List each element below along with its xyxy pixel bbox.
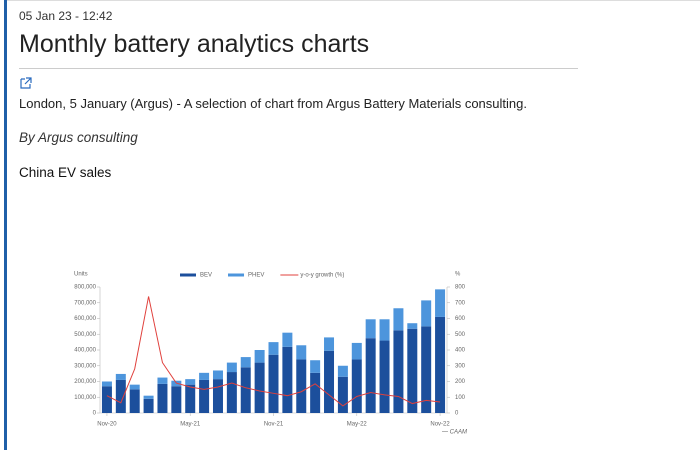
bar xyxy=(129,384,140,390)
x-tick-label: May-22 xyxy=(347,422,368,428)
bar xyxy=(101,381,112,387)
bar xyxy=(143,398,154,413)
external-link-icon[interactable] xyxy=(19,76,33,90)
bar xyxy=(365,338,376,413)
byline: By Argus consulting xyxy=(19,130,138,145)
bar xyxy=(157,377,168,384)
bar xyxy=(143,395,154,399)
bar xyxy=(296,359,307,413)
y2-tick-label: 300 xyxy=(455,363,466,369)
legend-label: y-o-y growth (%) xyxy=(300,273,344,279)
y-tick-label: 700,000 xyxy=(74,300,96,306)
x-tick-label: May-21 xyxy=(180,422,201,428)
bar xyxy=(379,319,390,341)
y2-tick-label: 600 xyxy=(455,316,466,322)
bar xyxy=(282,332,293,347)
x-tick-label: Nov-22 xyxy=(430,422,450,428)
y2-tick-label: 0 xyxy=(455,411,459,417)
y2-tick-label: 700 xyxy=(455,300,466,306)
y-tick-label: 100,000 xyxy=(74,395,96,401)
bar xyxy=(199,372,210,380)
bar xyxy=(310,360,321,373)
bar xyxy=(254,350,265,363)
bar xyxy=(268,354,279,413)
legend-label: PHEV xyxy=(248,273,264,279)
bar xyxy=(435,289,446,317)
bar xyxy=(226,372,237,413)
y-axis-label: Units xyxy=(74,272,88,278)
bar xyxy=(310,372,321,413)
bar xyxy=(337,376,348,413)
bar xyxy=(421,326,432,413)
chart: 0 100,000 200,000 300,000 400,000 500,000 600,… xyxy=(74,272,467,436)
bar xyxy=(240,357,251,368)
bar xyxy=(365,319,376,339)
line xyxy=(106,296,441,407)
title: Monthly battery analytics charts xyxy=(19,30,370,58)
legend-swatch xyxy=(180,273,196,277)
bar xyxy=(212,370,223,380)
y2-tick-label: 500 xyxy=(455,332,466,338)
bar xyxy=(337,365,348,377)
y-tick-label: 0 xyxy=(93,411,97,417)
bar xyxy=(157,383,168,413)
bar xyxy=(226,362,237,373)
bar xyxy=(185,379,196,385)
bar xyxy=(254,362,265,413)
bar xyxy=(435,316,446,413)
x-tick-label: Nov-20 xyxy=(97,422,117,428)
date: 05 Jan 23 - 12:42 xyxy=(19,9,113,23)
bar xyxy=(324,337,335,351)
y-tick-label: 500,000 xyxy=(74,332,96,338)
bar xyxy=(129,389,140,413)
bar xyxy=(115,379,126,413)
lead: London, 5 January (Argus) - A selection … xyxy=(19,96,527,111)
bar xyxy=(324,350,335,413)
bar xyxy=(407,323,418,329)
legend-label: BEV xyxy=(200,273,212,279)
y2-tick-label: 100 xyxy=(455,395,466,401)
y2-tick-label: 400 xyxy=(455,348,466,354)
bar xyxy=(282,346,293,413)
source: — CAAM xyxy=(441,430,467,436)
bar xyxy=(296,345,307,360)
y-tick-label: 600,000 xyxy=(74,316,96,322)
y-tick-label: 300,000 xyxy=(74,363,96,369)
bar xyxy=(393,330,404,413)
y-tick-label: 400,000 xyxy=(74,348,96,354)
bar xyxy=(268,342,279,355)
y-tick-label: 200,000 xyxy=(74,379,96,385)
y2-tick-label: 200 xyxy=(455,379,466,385)
y2-axis-label: % xyxy=(455,272,461,278)
x-tick-label: Nov-21 xyxy=(264,422,284,428)
divider xyxy=(19,68,578,69)
bar xyxy=(185,384,196,413)
bar xyxy=(379,340,390,413)
bar xyxy=(351,342,362,360)
bar xyxy=(351,359,362,413)
divider xyxy=(7,0,700,1)
section-heading: China EV sales xyxy=(19,165,112,180)
y2-tick-label: 800 xyxy=(455,285,466,291)
bar xyxy=(421,300,432,327)
bar xyxy=(240,367,251,413)
bar xyxy=(115,373,126,380)
bar xyxy=(101,386,112,413)
bar xyxy=(407,328,418,413)
legend-swatch xyxy=(228,273,245,277)
bar xyxy=(199,379,210,413)
accent-bar xyxy=(4,0,7,450)
bar xyxy=(212,379,223,413)
y-tick-label: 800,000 xyxy=(74,285,96,291)
bar xyxy=(171,386,182,413)
bar xyxy=(393,308,404,331)
